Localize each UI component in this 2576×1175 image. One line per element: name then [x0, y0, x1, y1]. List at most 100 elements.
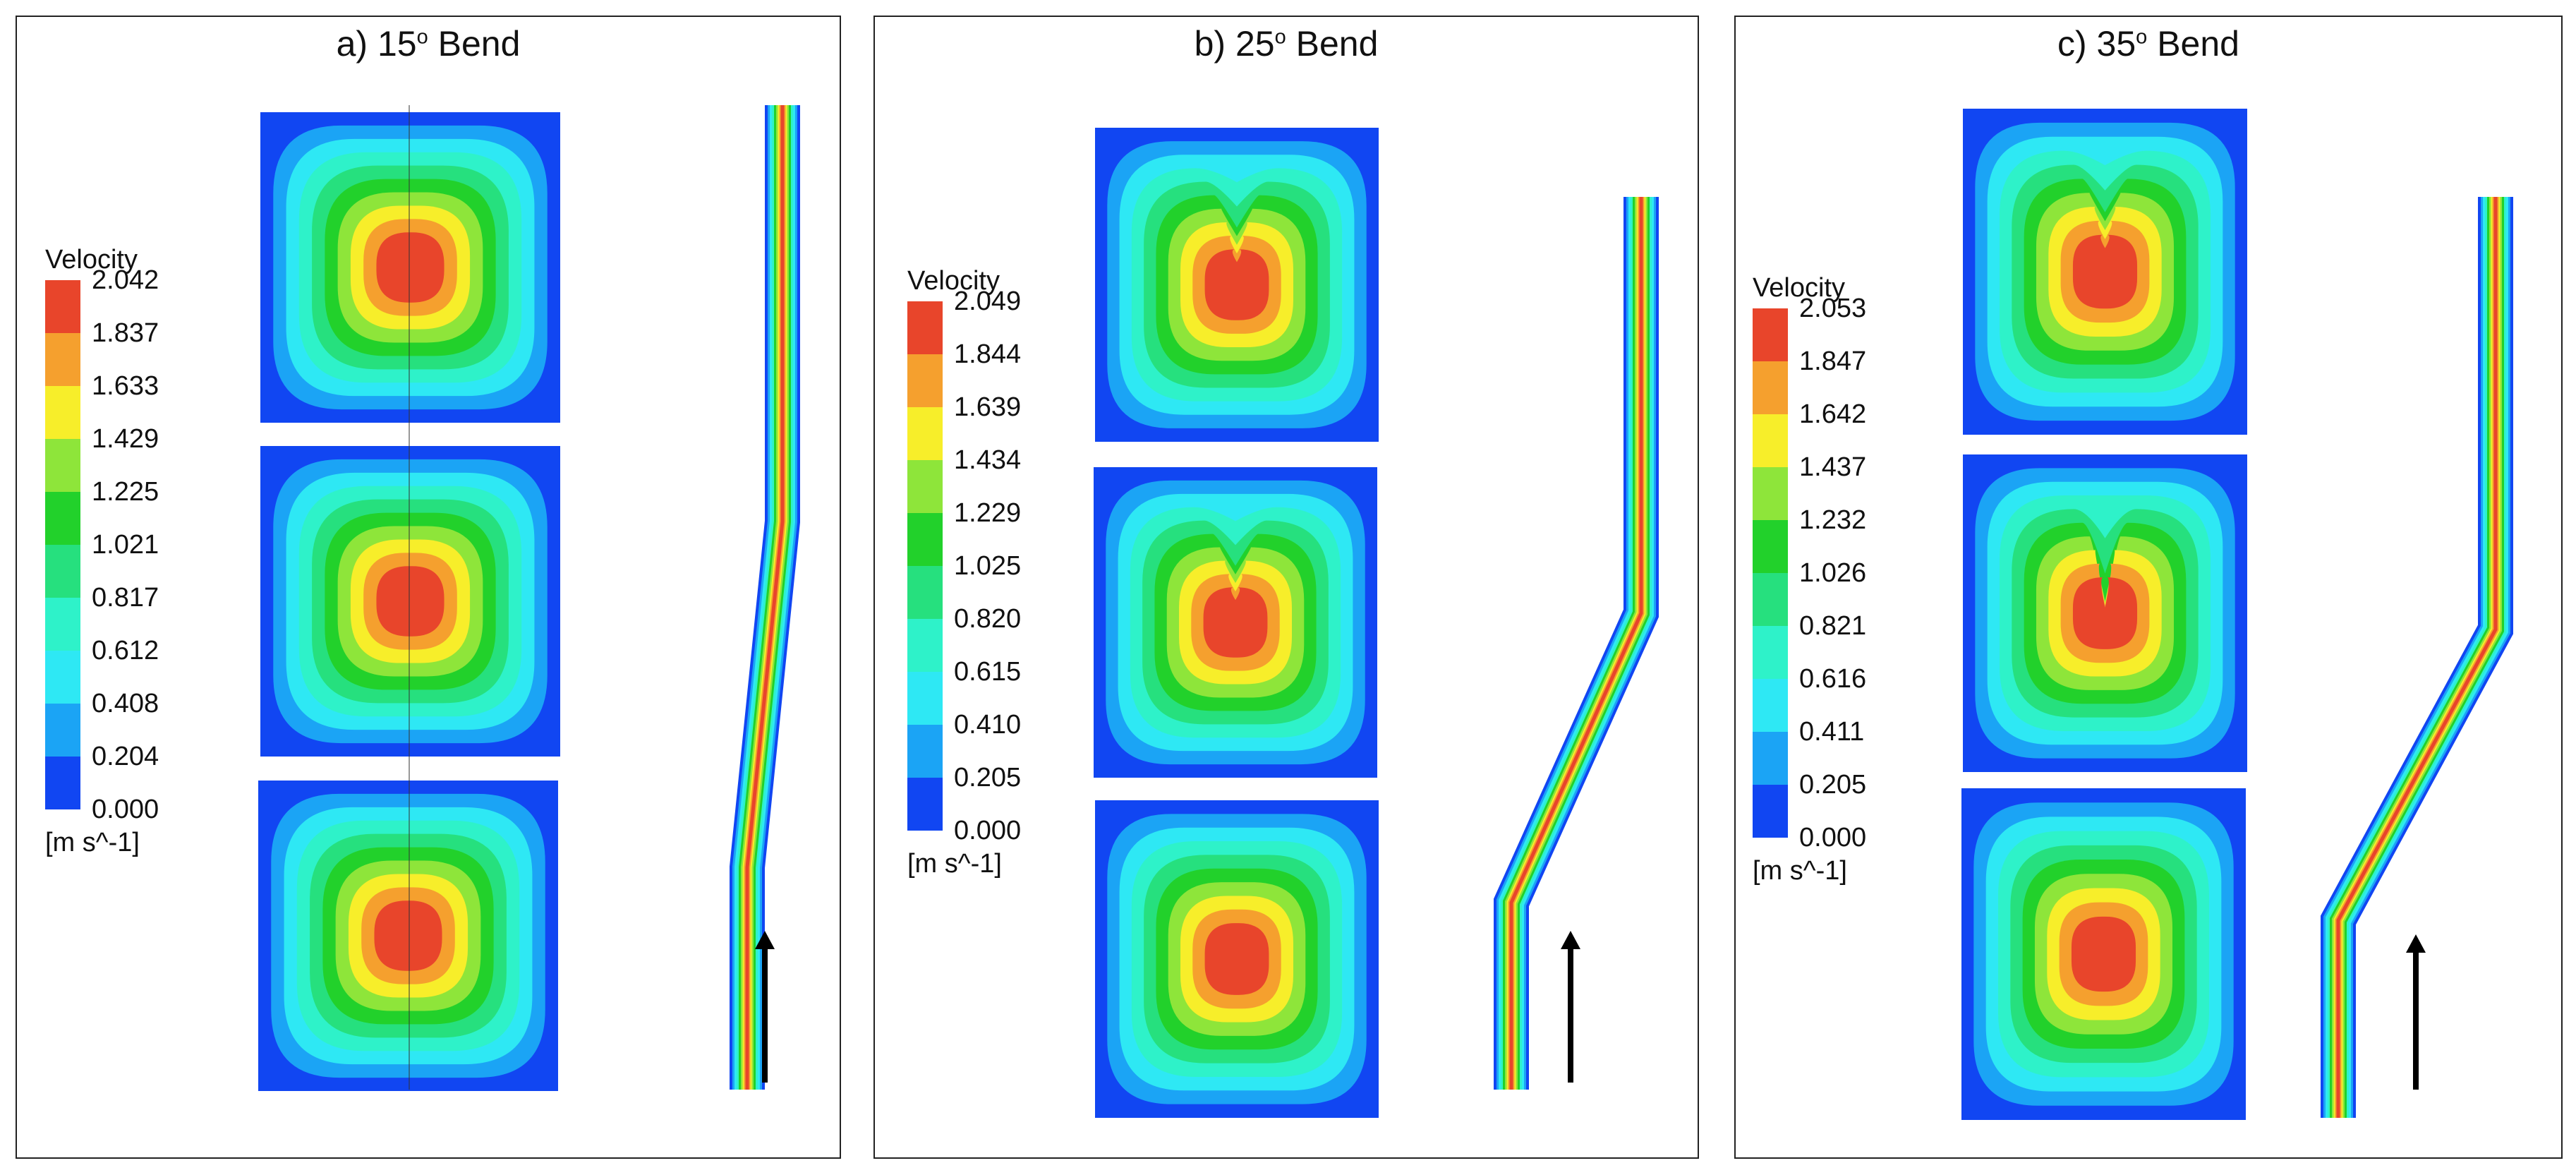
legend-tick-label: 1.642 — [1799, 399, 1867, 429]
legend-tick-label: 1.021 — [92, 530, 159, 560]
legend-tick-label: 0.408 — [92, 689, 159, 718]
legend-tick-label: 1.844 — [954, 339, 1022, 369]
legend-swatch — [1753, 732, 1788, 785]
legend-swatch — [907, 301, 943, 354]
contour-band — [2071, 916, 2136, 992]
legend-swatch — [45, 386, 80, 439]
legend-tick-label: 0.821 — [1799, 611, 1867, 641]
contour-band — [1203, 587, 1268, 658]
legend-title: Velocity — [45, 245, 138, 275]
legend-color-bar — [907, 301, 943, 831]
pipe-flow-band — [2336, 197, 2498, 1118]
cross-section-bottom — [1095, 800, 1379, 1118]
cross-section-top — [260, 112, 560, 423]
legend-tick-label: 0.616 — [1799, 664, 1867, 694]
cross-section-top — [1963, 109, 2247, 435]
panel-title: a) 15o Bend — [336, 24, 521, 64]
legend-swatch — [907, 354, 943, 407]
legend-swatch — [45, 757, 80, 809]
legend-tick-label: 0.817 — [92, 583, 159, 613]
legend-tick-label: 1.633 — [92, 371, 159, 401]
legend-swatch — [907, 725, 943, 778]
velocity-contours — [1094, 128, 1659, 1118]
contour-band — [376, 566, 445, 637]
legend-swatch — [1753, 361, 1788, 414]
legend-swatch — [45, 651, 80, 704]
legend-swatch — [1753, 679, 1788, 732]
cross-section-middle — [1094, 467, 1377, 778]
legend-tick-label: 0.205 — [954, 763, 1022, 793]
legend-tick-label: 0.411 — [1799, 717, 1865, 747]
flow-direction-arrow — [2406, 934, 2426, 1090]
bend-pipe-35 — [2321, 197, 2513, 1118]
legend-tick-label: 0.000 — [1799, 823, 1867, 852]
contour-band — [2072, 577, 2138, 649]
legend-title: Velocity — [1753, 273, 1845, 303]
panel-35-bend: c) 35o Bend Velocity 2.053 1.847 1.642 1.43… — [1734, 16, 2563, 1159]
legend-tick-label: 0.615 — [954, 657, 1022, 687]
legend-swatch — [907, 672, 943, 725]
legend-swatch — [907, 407, 943, 460]
legend-tick-label: 0.000 — [92, 795, 159, 824]
legend-swatch — [45, 439, 80, 492]
legend-swatch — [1753, 520, 1788, 573]
cross-section-middle — [1963, 454, 2247, 772]
legend-tick-label: 0.000 — [954, 816, 1022, 845]
legend-swatch — [1753, 467, 1788, 520]
legend-swatch — [1753, 414, 1788, 467]
legend-swatch — [907, 619, 943, 672]
legend-tick-label: 1.837 — [92, 318, 159, 348]
legend-swatch — [907, 460, 943, 513]
legend-tick-label: 1.026 — [1799, 558, 1867, 588]
legend-swatch — [1753, 626, 1788, 679]
legend-swatch — [907, 513, 943, 566]
bend-pipe-25 — [1494, 197, 1659, 1090]
legend-swatch — [45, 492, 80, 545]
legend-unit: [m s^-1] — [907, 849, 1002, 879]
legend-tick-label: 1.232 — [1799, 505, 1867, 535]
cross-section-top — [1095, 128, 1379, 442]
legend-tick-label: 1.229 — [954, 498, 1022, 528]
legend-tick-label: 1.225 — [92, 477, 159, 507]
pipe-flow-band — [1509, 197, 1643, 1090]
legend-tick-label: 1.434 — [954, 445, 1022, 475]
panel-title: b) 25o Bend — [1194, 24, 1379, 64]
legend-swatch — [45, 704, 80, 757]
legend-tick-label: 2.042 — [92, 265, 159, 295]
velocity-contours — [258, 105, 800, 1091]
legend-tick-label: 2.049 — [954, 287, 1022, 316]
legend-swatch — [907, 778, 943, 831]
bend-pipe-15 — [730, 105, 800, 1090]
legend-tick-label: 1.847 — [1799, 347, 1867, 376]
legend-tick-label: 1.437 — [1799, 452, 1867, 482]
legend-swatch — [45, 545, 80, 598]
velocity-legend: Velocity 2.042 1.837 1.633 1.429 1.225 1.021 0… — [45, 245, 214, 857]
legend-title: Velocity — [907, 266, 1000, 296]
legend-tick-label: 0.820 — [954, 604, 1022, 634]
legend-swatch — [1753, 308, 1788, 361]
velocity-legend: Velocity 2.049 1.844 1.639 1.434 1.229 1.025 0… — [907, 266, 1077, 879]
legend-swatch — [45, 280, 80, 333]
legend-unit: [m s^-1] — [1753, 856, 1847, 886]
velocity-contours — [1961, 109, 2513, 1120]
contour-band — [376, 232, 445, 303]
contour-band — [374, 900, 442, 971]
contour-band — [1204, 923, 1269, 995]
panel-25-bend: b) 25o Bend Velocity 2.049 1.844 1.639 1.43… — [873, 16, 1699, 1159]
cross-section-middle — [260, 446, 560, 757]
panel-title: c) 35o Bend — [2057, 24, 2239, 64]
velocity-legend: Velocity 2.053 1.847 1.642 1.437 1.232 1.026 0… — [1753, 273, 1922, 886]
legend-swatch — [45, 598, 80, 651]
flow-direction-arrow — [1561, 931, 1580, 1083]
legend-swatch — [907, 566, 943, 619]
contour-band — [1204, 249, 1269, 320]
legend-tick-label: 1.429 — [92, 424, 159, 454]
legend-tick-label: 1.025 — [954, 551, 1022, 581]
legend-color-bar — [45, 280, 80, 809]
cross-section-bottom — [258, 781, 558, 1091]
panel-15-bend: a) 15o Bend Velocity 2.042 1.837 1.633 1.42… — [16, 16, 841, 1159]
flow-direction-arrow — [755, 931, 775, 1083]
contour-band — [2072, 234, 2138, 309]
legend-tick-label: 1.639 — [954, 392, 1022, 422]
legend-color-bar — [1753, 308, 1788, 838]
